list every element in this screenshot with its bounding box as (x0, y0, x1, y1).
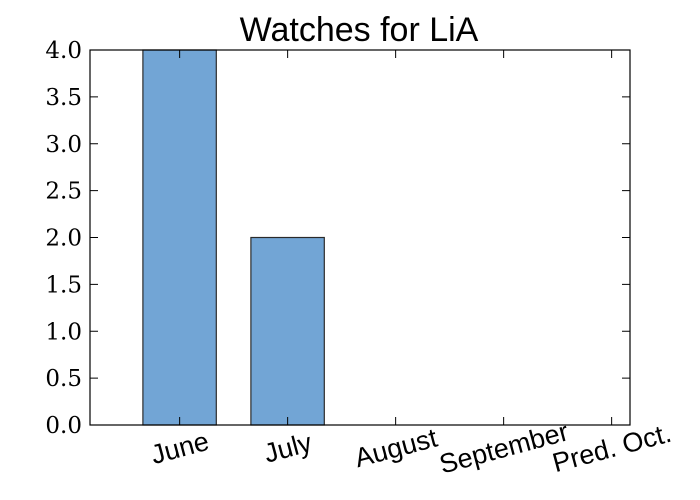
y-tick-label: 1.5 (45, 272, 82, 298)
bars-group (142, 49, 325, 426)
x-tick-label-july: July (261, 427, 316, 469)
y-axis: 0.0 0.5 1.0 1.5 2.0 2.5 3.0 3.5 4.0 (45, 38, 630, 439)
x-tick-label-august: August (351, 422, 440, 473)
x-tick-label-june: June (148, 426, 212, 470)
y-tick-label: 0.0 (45, 413, 82, 439)
y-tick-label: 2.5 (45, 179, 82, 205)
y-tick-label: 3.0 (45, 132, 82, 158)
bar-june (142, 49, 217, 426)
chart-title: Watches for LiA (240, 11, 479, 49)
y-tick-label: 4.0 (45, 38, 82, 64)
y-tick-label: 3.5 (45, 85, 82, 111)
bar-july (250, 236, 325, 426)
y-tick-label: 1.0 (45, 319, 82, 345)
x-tick-label-pred-oct: Pred. Oct. (549, 418, 674, 478)
y-tick-label: 0.5 (45, 366, 82, 392)
y-tick-label: 2.0 (45, 226, 82, 252)
